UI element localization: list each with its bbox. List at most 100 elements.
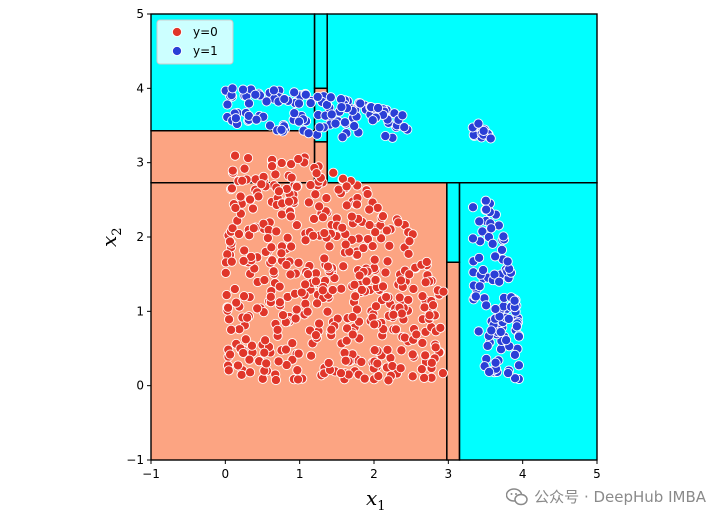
- point-y0-471: [310, 330, 321, 341]
- point-y0-397: [350, 291, 361, 302]
- point-y1-229: [498, 231, 509, 242]
- x-tick-label-4: 3: [445, 467, 453, 481]
- point-y0-484: [252, 303, 263, 314]
- point-y1-156: [489, 269, 500, 280]
- point-y0-467: [285, 211, 296, 222]
- region-9: [446, 262, 460, 460]
- watermark: 公众号 · DeepHub IMBA: [506, 486, 706, 507]
- point-y1-52: [289, 87, 300, 98]
- point-y0-436: [362, 188, 373, 200]
- point-y0-478: [426, 357, 437, 368]
- point-y0-475: [310, 276, 322, 287]
- point-y0-472: [319, 228, 330, 239]
- point-y0-489: [340, 355, 351, 366]
- y-tick-label-3: 2: [136, 230, 144, 244]
- point-y0-338: [236, 369, 247, 380]
- point-y1-133: [330, 118, 341, 129]
- point-y0-355: [322, 306, 333, 317]
- y-tick-label-6: 5: [136, 7, 144, 21]
- point-y0-422: [266, 161, 278, 172]
- point-y0-274: [341, 200, 352, 211]
- point-y0-380: [314, 318, 325, 329]
- point-y0-208: [302, 269, 314, 280]
- point-y0-339: [286, 172, 297, 183]
- point-y1-233: [251, 114, 262, 125]
- point-y0-169: [399, 332, 410, 343]
- point-y0-385: [430, 342, 441, 353]
- point-y0-367: [247, 203, 259, 214]
- point-y1-219: [490, 357, 501, 368]
- point-y0-52: [364, 219, 375, 231]
- point-y0-297: [226, 324, 237, 335]
- point-y0-482: [435, 322, 446, 333]
- point-y1-231: [336, 102, 347, 113]
- point-y1-248: [486, 223, 497, 234]
- point-y1-140: [293, 116, 305, 127]
- point-y1-197: [467, 233, 479, 244]
- point-y0-381: [395, 363, 406, 374]
- y-axis-ticks: −1 0 1 2 3 4 5: [126, 7, 151, 467]
- point-y0-253: [377, 211, 389, 222]
- x-axis-ticks: −1 0 1 2 3 4 5: [142, 460, 601, 481]
- x-tick-label-2: 1: [296, 467, 304, 481]
- point-y0-320: [231, 297, 242, 308]
- point-y0-79: [382, 256, 393, 267]
- point-y0-491: [238, 347, 249, 359]
- point-y0-191: [257, 373, 268, 384]
- point-y0-446: [227, 165, 238, 176]
- point-y0-442: [369, 319, 380, 330]
- point-y1-234: [473, 118, 484, 129]
- point-y0-182: [310, 189, 321, 200]
- point-y0-498: [292, 365, 303, 376]
- point-y0-429: [351, 199, 363, 210]
- point-y1-222: [300, 89, 311, 100]
- point-y1-190: [511, 321, 522, 332]
- point-y0-398: [322, 261, 333, 272]
- point-y0-427: [404, 236, 415, 247]
- point-y1-121: [510, 373, 521, 384]
- point-y0-230: [396, 345, 407, 356]
- point-y0-374: [367, 241, 378, 252]
- point-y1-75: [477, 226, 488, 237]
- y-tick-label-2: 1: [136, 304, 144, 318]
- point-y0-244: [293, 348, 304, 359]
- point-y0-207: [306, 350, 317, 361]
- point-y0-110: [390, 324, 401, 335]
- point-y0-439: [377, 281, 389, 292]
- point-y0-271: [300, 279, 311, 290]
- legend-label-1: y=1: [193, 44, 218, 58]
- point-y1-187: [397, 110, 408, 121]
- point-y0-281: [384, 240, 395, 251]
- point-y1-195: [325, 92, 336, 103]
- y-tick-label-1: 0: [136, 379, 144, 393]
- point-y0-401: [262, 233, 273, 244]
- x-tick-label-3: 2: [370, 467, 378, 481]
- point-y1-239: [503, 313, 514, 324]
- point-y0-268: [244, 230, 255, 241]
- y-axis-label-subscript: 2: [110, 227, 125, 235]
- point-y0-447: [317, 285, 328, 296]
- point-y0-336: [245, 194, 256, 205]
- point-y1-240: [314, 122, 325, 133]
- x-tick-label-6: 5: [593, 467, 601, 481]
- point-y1-218: [480, 195, 491, 206]
- point-y0-206: [221, 290, 232, 301]
- point-y0-474: [327, 284, 338, 296]
- point-y0-124: [230, 150, 241, 161]
- point-y0-342: [408, 283, 419, 294]
- point-y0-300: [341, 335, 352, 346]
- point-y1-237: [503, 367, 514, 379]
- point-y1-179: [482, 340, 493, 351]
- point-y0-105: [270, 169, 281, 180]
- point-y0-406: [370, 274, 381, 286]
- point-y0-162: [268, 266, 279, 277]
- point-y1-223: [373, 103, 384, 114]
- decision-regions: [151, 14, 597, 460]
- point-y0-112: [274, 297, 285, 308]
- point-y0-435: [226, 183, 237, 194]
- scatter-points: [220, 83, 525, 386]
- point-y0-402: [337, 222, 348, 233]
- point-y0-477: [256, 179, 267, 190]
- point-y0-460: [420, 277, 431, 288]
